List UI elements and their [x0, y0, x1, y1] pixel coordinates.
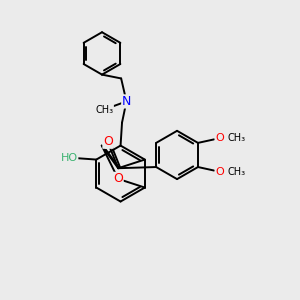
Text: CH₃: CH₃	[95, 105, 113, 115]
Text: O: O	[215, 167, 224, 177]
Text: O: O	[215, 133, 224, 143]
Text: N: N	[122, 95, 131, 108]
Text: CH₃: CH₃	[227, 133, 245, 143]
Text: O: O	[103, 135, 113, 148]
Text: HO: HO	[61, 153, 78, 163]
Text: CH₃: CH₃	[227, 167, 245, 177]
Text: O: O	[113, 172, 123, 185]
